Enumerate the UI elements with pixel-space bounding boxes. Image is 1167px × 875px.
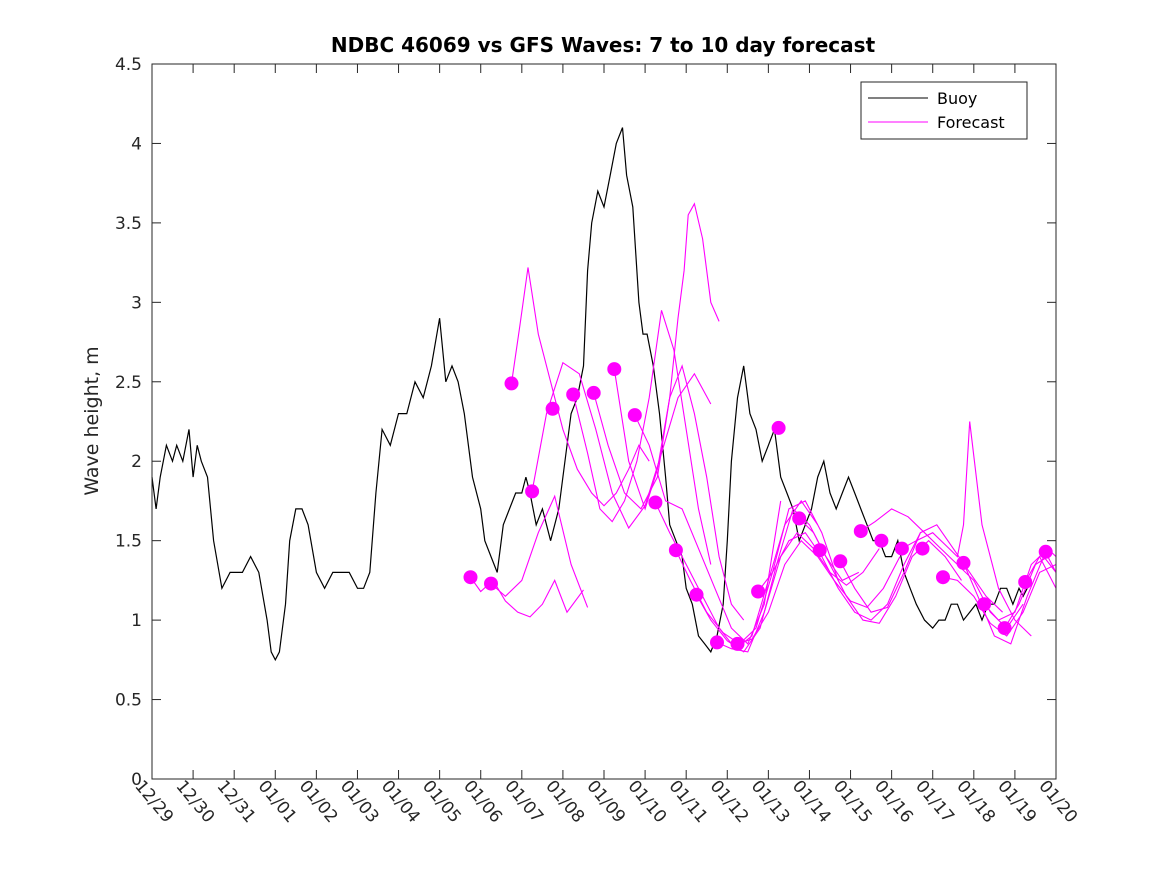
legend-box [860, 81, 1028, 140]
y-tick-label: 1 [131, 611, 142, 631]
axis-ticks [151, 63, 1057, 780]
forecast-point [956, 555, 971, 570]
forecast-line [634, 414, 782, 645]
chart-title: NDBC 46069 vs GFS Waves: 7 to 10 day for… [331, 33, 876, 57]
forecast-point [833, 554, 848, 569]
forecast-point [730, 636, 745, 651]
y-tick-label: 4.5 [115, 55, 142, 75]
y-tick-label: 2 [131, 452, 142, 472]
y-tick-label: 4 [131, 134, 142, 154]
plot-frame [151, 63, 1057, 780]
forecast-line [901, 421, 1032, 637]
forecast-line [716, 531, 880, 653]
forecast-point [874, 533, 889, 548]
y-tick-label: 3 [131, 293, 142, 313]
plot-area [152, 64, 1056, 779]
forecast-point [668, 543, 683, 558]
forecast-point [894, 541, 909, 556]
legend-buoy-label: Buoy [937, 89, 977, 108]
legend-forecast-label: Forecast [937, 113, 1005, 132]
forecast-point [792, 511, 807, 526]
forecast-point [648, 495, 663, 510]
y-tick-label: 0.5 [115, 691, 142, 711]
forecast-point [812, 543, 827, 558]
forecast-point [627, 408, 642, 423]
y-tick-label: 2.5 [115, 373, 142, 393]
y-axis-label: Wave height, m [81, 346, 103, 495]
forecast-point [977, 597, 992, 612]
plot-series [151, 127, 1057, 662]
forecast-point [853, 524, 868, 539]
forecast-line [572, 310, 712, 565]
forecast-point [997, 621, 1012, 636]
forecast-point [586, 385, 601, 400]
forecast-point [525, 484, 540, 499]
forecast-point [751, 584, 766, 599]
forecast-line [757, 531, 921, 621]
forecast-point [689, 587, 704, 602]
forecast-point [1018, 575, 1033, 589]
forecast-point [771, 420, 786, 435]
forecast-line [1024, 555, 1057, 589]
forecast-line [839, 524, 1003, 613]
forecast-point [566, 387, 581, 402]
forecast-point [607, 362, 622, 377]
forecast-point [915, 541, 930, 556]
legend: Buoy Forecast [860, 81, 1028, 140]
forecast-point [936, 570, 950, 585]
forecast-line [490, 494, 589, 608]
forecast-line [510, 267, 650, 507]
forecast-point [1038, 544, 1053, 559]
y-tick-labels: 0 0.5 1 1.5 2 2.5 3 3.5 4 4.5 [115, 55, 142, 790]
y-tick-label: 1.5 [115, 532, 142, 552]
forecast-point [710, 635, 724, 650]
y-tick-label: 3.5 [115, 214, 142, 234]
forecast-point [463, 570, 478, 585]
forecast-line [675, 500, 839, 645]
forecast-line [593, 364, 745, 621]
forecast-point [545, 401, 560, 416]
forecast-line [613, 202, 720, 511]
y-tick-label: 0 [131, 770, 142, 790]
forecast-point [484, 576, 498, 591]
forecast-point [504, 376, 519, 391]
